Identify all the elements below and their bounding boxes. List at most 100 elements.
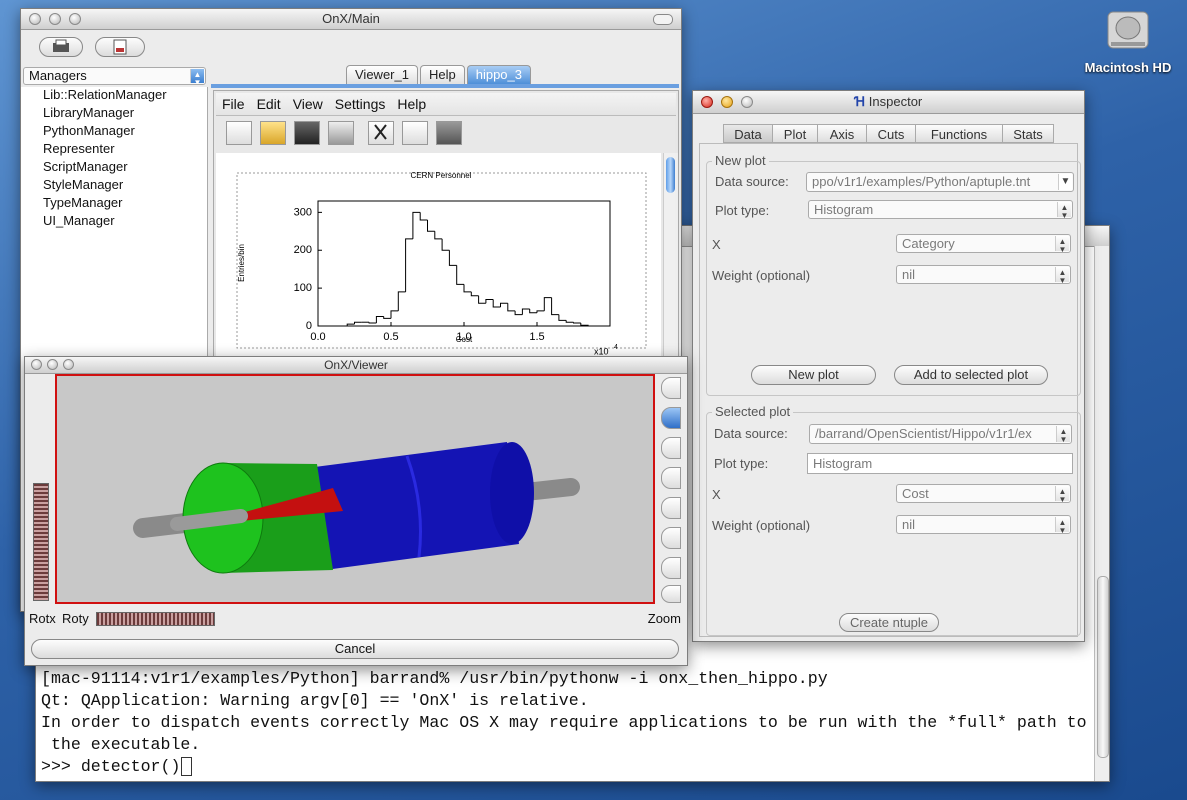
minimize-button[interactable] — [49, 13, 61, 25]
manager-item[interactable]: UI_Manager — [43, 213, 115, 228]
manager-item[interactable]: PythonManager — [43, 123, 135, 138]
menu-item[interactable]: View — [292, 96, 323, 112]
histogram-bin — [551, 297, 559, 316]
x-scale-exponent: 4 — [614, 344, 618, 351]
barrel-seam — [405, 455, 422, 558]
add-to-plot-button[interactable]: Add to selected plot — [894, 365, 1048, 385]
toolbar-toggle[interactable] — [653, 14, 673, 25]
managers-combo[interactable]: Managers ▲ ▼ — [23, 67, 206, 85]
minimize-button[interactable] — [47, 359, 58, 370]
manager-item[interactable]: LibraryManager — [43, 105, 135, 120]
roty-label: Roty — [62, 611, 89, 626]
manager-item[interactable]: StyleManager — [43, 177, 124, 192]
close-button[interactable] — [701, 96, 713, 108]
view-tool[interactable] — [661, 407, 681, 429]
terminal-line: the executable. — [41, 735, 201, 754]
rotx-wheel[interactable] — [33, 483, 49, 601]
chart-title: CERN Personnel — [411, 171, 472, 180]
manager-item[interactable]: Lib::RelationManager — [43, 87, 167, 102]
plot-type-combo[interactable]: Histogram ▲ ▼ — [808, 200, 1073, 219]
manager-item[interactable]: ScriptManager — [43, 159, 128, 174]
x-scale-label: x10 — [594, 346, 609, 356]
detector-scene — [133, 442, 580, 574]
open-icon[interactable] — [260, 121, 286, 145]
save-icon[interactable] — [294, 121, 320, 145]
terminal-line: Qt: QApplication: Warning argv[0] == 'On… — [41, 691, 589, 710]
histogram-bin — [485, 298, 494, 304]
paste-icon[interactable] — [436, 121, 462, 145]
close-button[interactable] — [29, 13, 41, 25]
cancel-button[interactable]: Cancel — [31, 639, 679, 659]
close-button[interactable] — [31, 359, 42, 370]
preview-icon — [113, 39, 127, 55]
view-all-tool[interactable] — [661, 497, 681, 519]
inspector-tab[interactable]: Stats — [1002, 124, 1054, 143]
x-combo[interactable]: Cost ▲ ▼ — [896, 484, 1071, 503]
manager-item[interactable]: TypeManager — [43, 195, 123, 210]
weight-combo[interactable]: nil ▲ ▼ — [896, 515, 1071, 534]
new-plot-button[interactable]: New plot — [751, 365, 876, 385]
hd-icon[interactable] — [1105, 8, 1151, 54]
zoom-button[interactable] — [741, 96, 753, 108]
x-combo[interactable]: Category ▲ ▼ — [896, 234, 1071, 253]
histogram-bin — [543, 297, 552, 311]
main-tabs: Viewer_1 Help hippo_3 — [346, 65, 533, 84]
inspector-tab[interactable]: Cuts — [866, 124, 916, 143]
seek-tool[interactable] — [661, 527, 681, 549]
data-source-combo[interactable]: /barrand/OpenScientist/Hippo/v1r1/ex ▲ ▼ — [809, 424, 1072, 444]
print-preview-button[interactable] — [95, 37, 145, 57]
field-label: Weight (optional) — [712, 268, 811, 283]
zoom-button[interactable] — [69, 13, 81, 25]
plot-type-field[interactable]: Histogram — [807, 453, 1073, 474]
home-tool[interactable] — [661, 437, 681, 459]
weight-combo[interactable]: nil ▲ ▼ — [896, 265, 1071, 284]
histogram-bin — [558, 314, 567, 321]
minimize-button[interactable] — [721, 96, 733, 108]
create-ntuple-button[interactable]: Create ntuple — [839, 613, 939, 632]
inspector-tab[interactable]: Axis — [817, 124, 867, 143]
combo-text: /barrand/OpenScientist/Hippo/v1r1/ex — [815, 426, 1032, 441]
plot-scrollbar[interactable] — [663, 153, 678, 356]
tab[interactable]: hippo_3 — [466, 65, 531, 84]
copy-icon[interactable] — [402, 121, 428, 145]
inspector-title: Inspector — [868, 94, 923, 109]
projection-tool[interactable] — [661, 557, 681, 579]
manager-item[interactable]: Representer — [43, 141, 115, 156]
histogram-bin — [573, 322, 581, 324]
plot-scroll-thumb[interactable] — [666, 157, 675, 193]
group-legend: New plot — [712, 153, 769, 168]
paper — [55, 39, 67, 46]
zoom-button[interactable] — [63, 359, 74, 370]
tab[interactable]: Help — [419, 65, 465, 84]
menu-item[interactable]: Help — [397, 96, 427, 112]
pick-tool[interactable] — [661, 377, 681, 399]
menu-item[interactable]: File — [222, 96, 245, 112]
terminal-scroll-thumb[interactable] — [1097, 576, 1109, 758]
menu-item[interactable]: Settings — [334, 96, 386, 112]
menu-item[interactable]: Edit — [256, 96, 281, 112]
combo-arrow: ▲ ▼ — [1056, 426, 1070, 443]
histogram-bin — [419, 212, 428, 221]
histogram-bin — [448, 250, 457, 266]
main-titlebar: OnX/Main — [21, 9, 681, 30]
print-button[interactable] — [39, 37, 83, 57]
histogram-bin — [434, 231, 443, 240]
print-icon — [53, 39, 69, 52]
inspector-tab[interactable]: Plot — [772, 124, 818, 143]
new-icon[interactable] — [226, 121, 252, 145]
inspector-tab[interactable]: Data — [723, 124, 773, 143]
terminal-scrollbar[interactable] — [1094, 246, 1109, 781]
3d-viewport[interactable] — [55, 374, 655, 604]
cut-icon[interactable] — [368, 121, 394, 145]
set-home-tool[interactable] — [661, 467, 681, 489]
inspector-titlebar: Ɦ Inspector — [693, 91, 1084, 114]
group-legend: Selected plot — [712, 404, 794, 419]
tab[interactable]: Viewer_1 — [346, 65, 418, 84]
roty-wheel[interactable] — [96, 612, 215, 626]
viewer-tool-column — [661, 377, 681, 603]
extra-tool[interactable] — [661, 585, 681, 603]
print-icon-tool[interactable] — [328, 121, 354, 145]
data-source-combo[interactable]: ppo/v1r1/examples/Python/aptuple.tnt ▼ — [806, 172, 1074, 192]
histogram-bin — [368, 322, 377, 324]
inspector-tab[interactable]: Functions — [915, 124, 1003, 143]
